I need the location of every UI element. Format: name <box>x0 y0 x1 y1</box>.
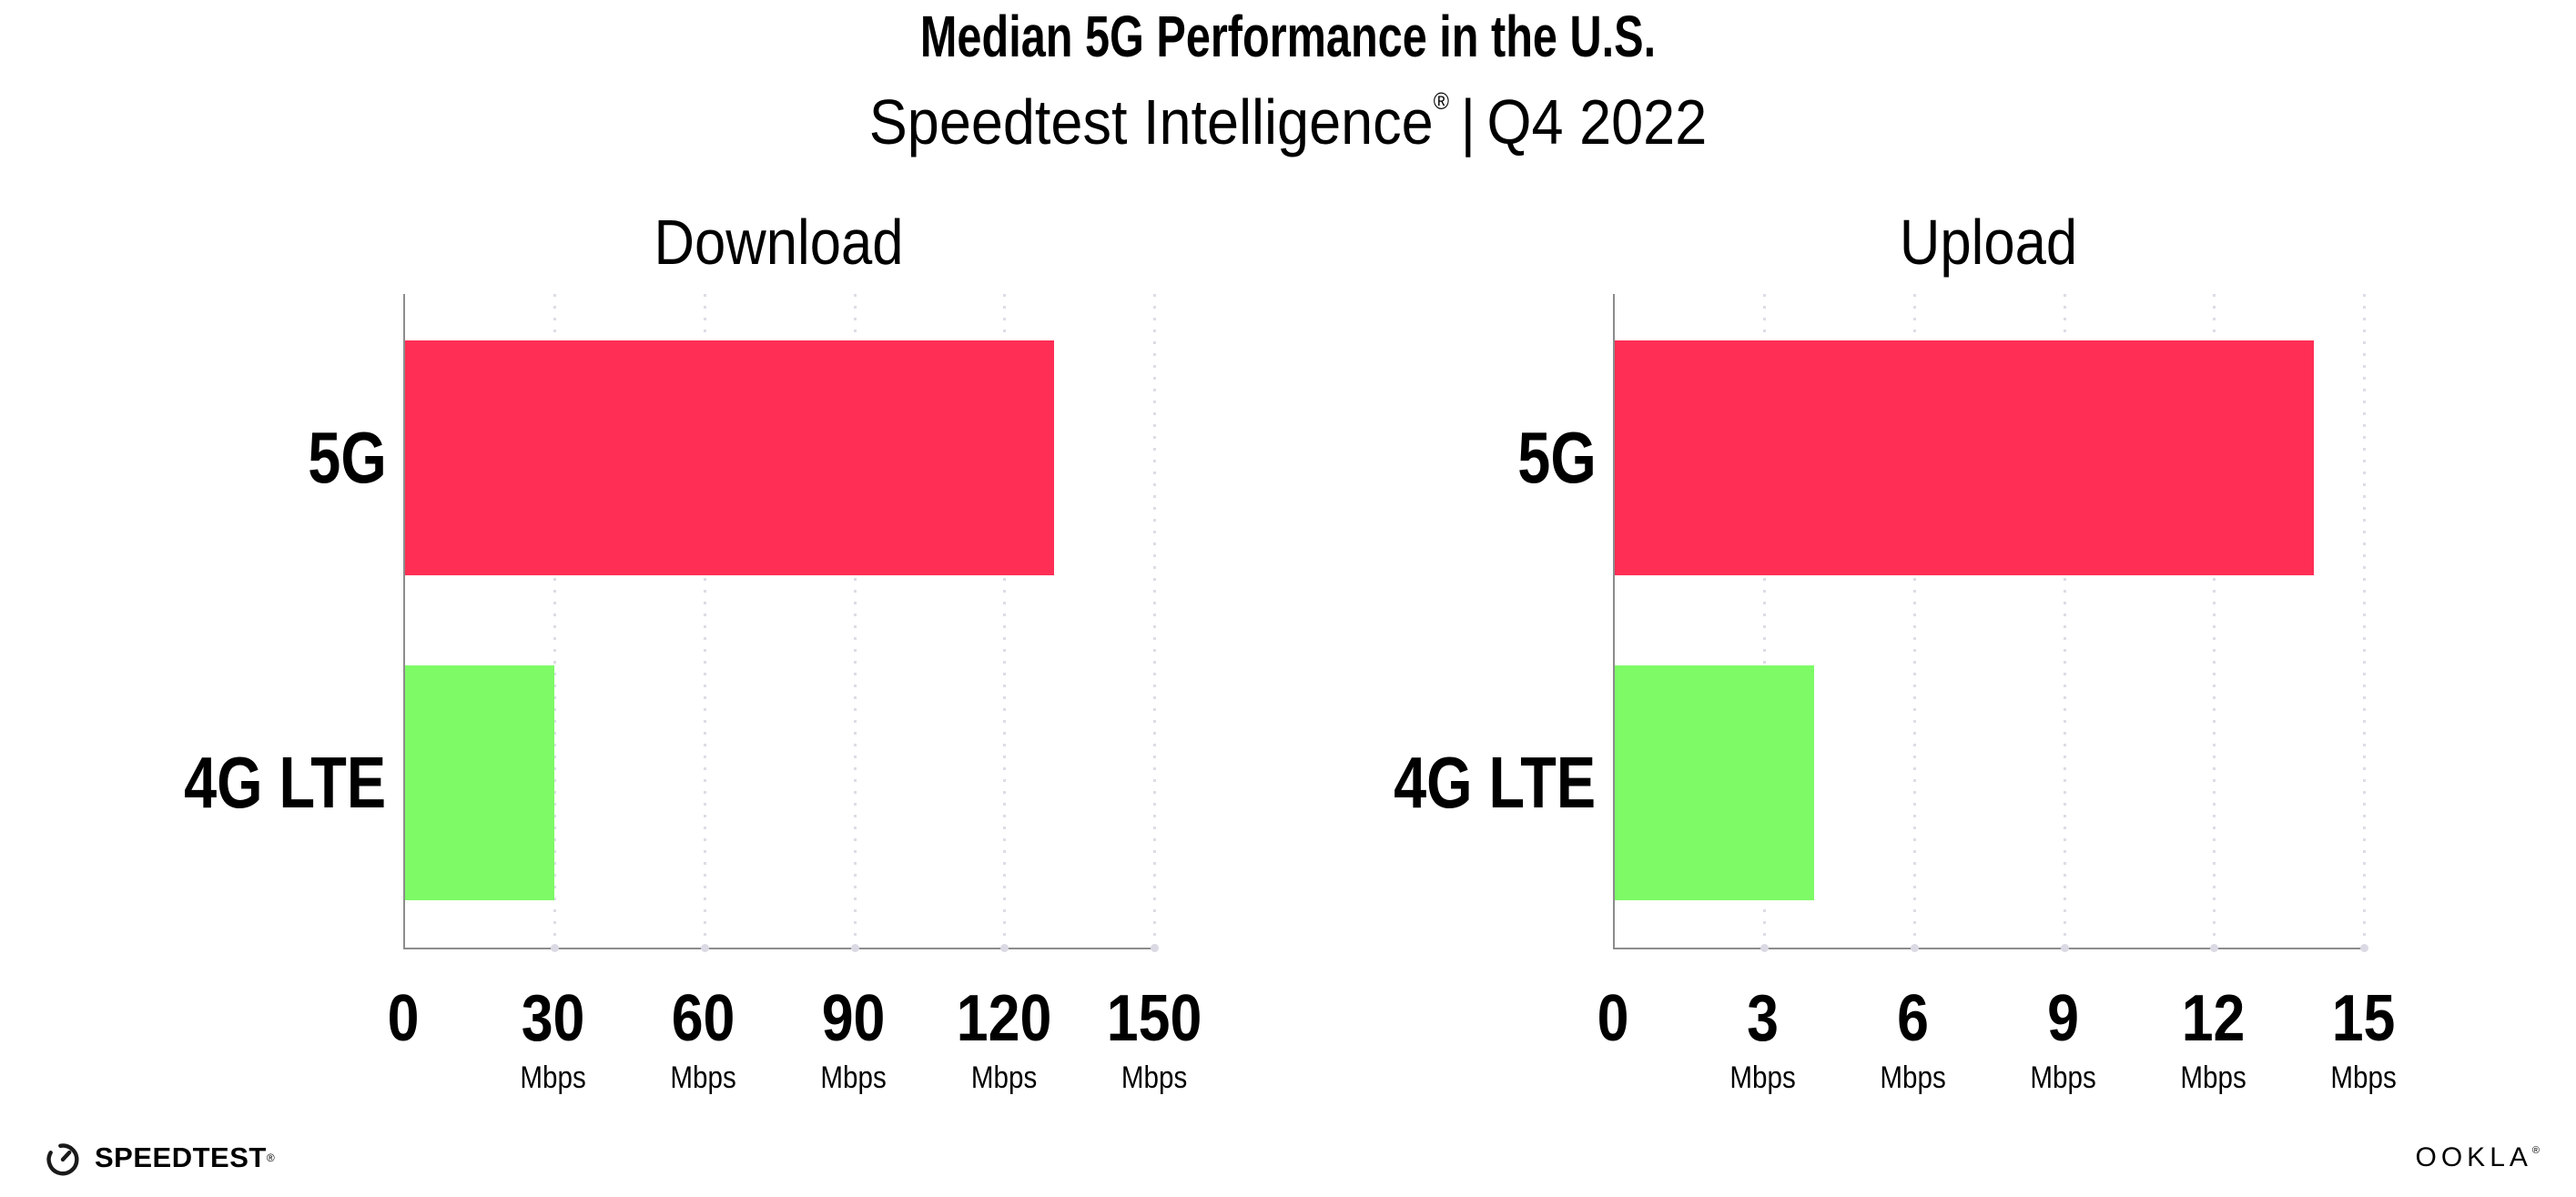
page-title: Median 5G Performance in the U.S. <box>919 4 1657 69</box>
gridline-6-mbps <box>1910 294 1919 952</box>
tick-value: 150 <box>1106 982 1202 1055</box>
chart-upload: Upload 5G 4G LTE 0 3 Mbps 6 Mbps 9 Mbps 12 Mbps 15… <box>1376 207 2398 1109</box>
subtitle-divider: | <box>1460 86 1476 157</box>
page-subtitle: Speedtest Intelligence® | Q4 2022 <box>129 89 2448 154</box>
gridline-150-mbps <box>1151 294 1159 952</box>
chart-title-download: Download <box>654 207 904 278</box>
ookla-logo: OOKLA® <box>2416 1142 2540 1173</box>
tick-label: 15 Mbps <box>2331 986 2397 1093</box>
gridline-9-mbps <box>2060 294 2069 952</box>
tick-unit: Mbps <box>1121 1060 1188 1095</box>
registered-trademark-symbol: ® <box>1433 87 1449 115</box>
tick-unit: Mbps <box>2180 1060 2247 1095</box>
chart-title-upload: Upload <box>1899 207 2078 278</box>
category-label-4g-lte: 4G LTE <box>1394 742 1597 824</box>
speedtest-gauge-icon <box>46 1143 79 1176</box>
gridline-90-mbps <box>850 294 859 952</box>
report-header: Median 5G Performance in the U.S. Speedt… <box>0 0 2576 154</box>
ookla-registered-mark: ® <box>2531 1145 2540 1156</box>
tick-value: 15 <box>2332 982 2396 1055</box>
ookla-wordmark: OOKLA <box>2415 1142 2532 1172</box>
tick-label: 90 Mbps <box>821 986 887 1093</box>
tick-value: 90 <box>822 982 886 1055</box>
tick-value: 60 <box>672 982 735 1055</box>
tick-value: 12 <box>2182 982 2246 1055</box>
chart-body: 5G 4G LTE <box>167 294 1159 952</box>
tick-unit: Mbps <box>2030 1060 2097 1095</box>
bar-4g-lte-upload <box>1614 664 1815 900</box>
tick-label: 30 Mbps <box>521 986 586 1093</box>
subtitle-period: Q4 2022 <box>1486 86 1708 157</box>
tick-unit: Mbps <box>970 1060 1038 1095</box>
category-label-5g: 5G <box>308 417 387 499</box>
tick-value: 9 <box>2047 982 2080 1055</box>
tick-value: 0 <box>387 982 420 1055</box>
bar-4g-lte-download <box>404 664 555 900</box>
gridline-15-mbps <box>2360 294 2368 952</box>
tick-label: 9 Mbps <box>2031 986 2096 1093</box>
x-axis-ticks-download: 0 30 Mbps 60 Mbps 90 Mbps 120 Mbps 150 Mbps <box>388 949 1202 1109</box>
speedtest-wordmark: SPEEDTEST <box>95 1141 267 1173</box>
tick-value: 30 <box>522 982 585 1055</box>
bar-5g-download <box>404 340 1055 575</box>
category-axis: 5G 4G LTE <box>1376 294 1613 948</box>
tick-unit: Mbps <box>2330 1060 2398 1095</box>
plot-area-download <box>402 294 1159 952</box>
tick-unit: Mbps <box>1880 1060 1947 1095</box>
tick-value: 120 <box>956 982 1052 1055</box>
tick-unit: Mbps <box>1729 1060 1797 1095</box>
tick-label: 150 Mbps <box>1107 986 1202 1093</box>
tick-label: 0 <box>388 986 420 1051</box>
gridline-60-mbps <box>700 294 709 952</box>
gridline-30-mbps <box>551 294 560 952</box>
gridline-120-mbps <box>1000 294 1009 952</box>
speedtest-registered-mark: ® <box>266 1151 275 1164</box>
tick-unit: Mbps <box>520 1060 587 1095</box>
gridline-3-mbps <box>1760 294 1770 952</box>
speedtest-logo: SPEEDTEST ® <box>42 1137 275 1179</box>
tick-value: 6 <box>1897 982 1930 1055</box>
tick-label: 12 Mbps <box>2181 986 2246 1093</box>
charts-row: Download 5G 4G LTE 0 30 Mbps 60 Mbps 90 Mbps 120… <box>0 210 2576 1109</box>
tick-label: 60 Mbps <box>671 986 736 1093</box>
gridline-12-mbps <box>2210 294 2219 952</box>
category-label-5g: 5G <box>1517 417 1597 499</box>
tick-value: 0 <box>1597 982 1629 1055</box>
x-axis-ticks-upload: 0 3 Mbps 6 Mbps 9 Mbps 12 Mbps 15 Mbps <box>1597 949 2398 1109</box>
plot-area-upload <box>1612 294 2368 952</box>
tick-unit: Mbps <box>670 1060 737 1095</box>
bar-5g-upload <box>1614 340 2315 575</box>
chart-download: Download 5G 4G LTE 0 30 Mbps 60 Mbps 90 Mbps 120… <box>167 207 1202 1109</box>
category-label-4g-lte: 4G LTE <box>184 742 387 824</box>
category-axis: 5G 4G LTE <box>167 294 403 948</box>
tick-label: 3 Mbps <box>1730 986 1796 1093</box>
tick-label: 6 Mbps <box>1881 986 1946 1093</box>
subtitle-product: Speedtest Intelligence <box>868 86 1434 157</box>
chart-body: 5G 4G LTE <box>1376 294 2368 952</box>
tick-label: 0 <box>1597 986 1629 1051</box>
tick-value: 3 <box>1747 982 1780 1055</box>
tick-unit: Mbps <box>820 1060 887 1095</box>
tick-label: 120 Mbps <box>957 986 1052 1093</box>
